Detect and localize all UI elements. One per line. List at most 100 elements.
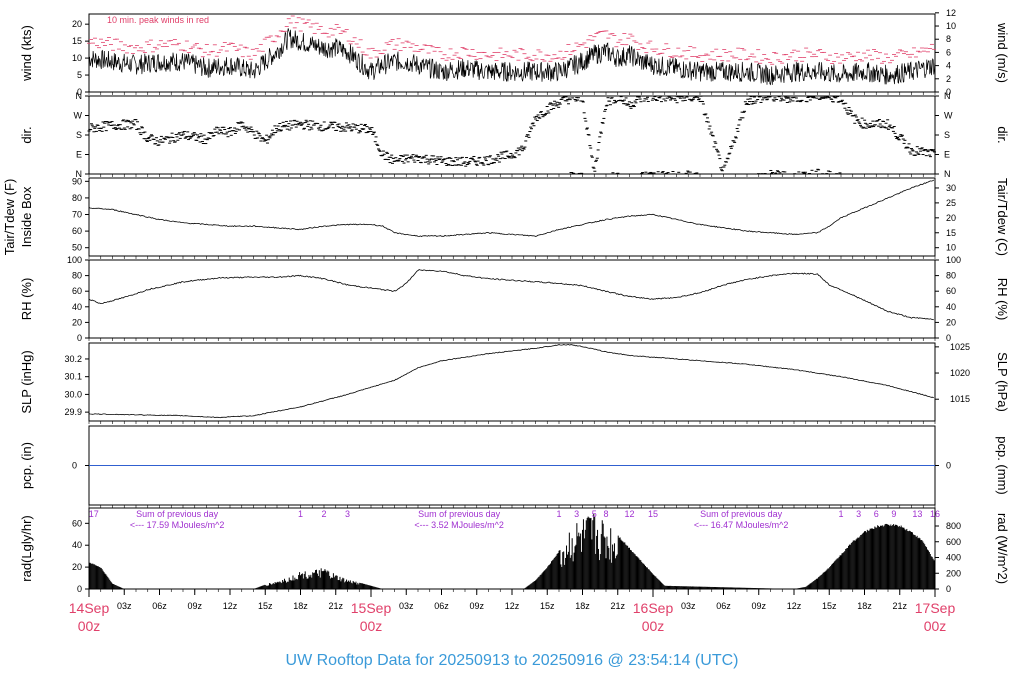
rh-series [88,269,934,321]
ylabel-left2: Tair/Tdew (F) [2,179,17,256]
ytick-left-label: 0 [77,333,82,343]
x-tick-label: 18z [857,601,872,611]
ytick-left-label: 20 [72,562,82,572]
ylabel-right: wind (m/s) [995,22,1010,83]
x-tick-label: 18z [293,601,308,611]
ytick-left-label: 5 [77,70,82,80]
wind-frame [88,13,936,93]
ytick-right-label: 100 [946,255,961,265]
ytick-right-label: 0 [946,461,951,471]
ylabel-left: pcp. (in) [19,442,34,489]
x-tick-label: 06z [152,601,167,611]
rad-hour-label: 15 [648,509,658,519]
ytick-left-label: 10 [72,53,82,63]
ytick-right-label: 20 [946,317,956,327]
ytick-left-label: 60 [72,286,82,296]
temp-frame [88,177,936,257]
ytick-left-label: 20 [72,19,82,29]
day-sum-label: Sum of previous day [418,509,501,519]
ytick-left-label: 60 [72,226,82,236]
x-tick-label: 06z [716,601,731,611]
x-tick-label: 21z [328,601,343,611]
ytick-right-label: 400 [946,553,961,563]
ytick-right-label: 1020 [950,368,970,378]
panel-slp: 29.9 30.0 30.1 30.2 1015 1020 1025 SLP (inHg) SL… [19,342,1010,424]
ytick-right-label: 1025 [950,342,970,352]
ytick-left-label: 30.2 [64,354,82,364]
ylabel-left: dir. [19,126,34,143]
ytick-right-label: S [944,130,950,140]
x-day-date: 17Sep [915,600,956,616]
ytick-left-label: 29.9 [64,407,82,417]
ytick-right-label: 30 [946,183,956,193]
x-tick-label: 18z [575,601,590,611]
x-day-date: 14Sep [69,600,110,616]
ylabel-left: SLP (inHg) [19,350,34,413]
ytick-left-label: E [76,150,82,160]
ylabel-right: pcp. (mm) [995,436,1010,495]
ytick-left-label: N [76,169,83,179]
x-tick-label: 03z [399,601,414,611]
day-sum-value: <--- 3.52 MJoules/m^2 [414,520,504,530]
x-tick-label: 09z [187,601,202,611]
ytick-right-label: 8 [946,34,951,44]
ytick-right-label: 600 [946,537,961,547]
rad-hour-label: 12 [624,509,634,519]
x-day-time: 00z [78,618,101,634]
slp-frame [88,342,936,422]
rad-hour-label: 5 [592,509,597,519]
ytick-left-label: N [76,91,83,101]
x-tick-label: 15z [540,601,555,611]
ytick-left-label: 30.1 [64,372,82,382]
ytick-right-label: N [944,91,951,101]
ytick-right-label: 2 [946,74,951,84]
ytick-left-label: 40 [72,540,82,550]
ytick-left-label: S [76,130,82,140]
ytick-left-label: 40 [72,302,82,312]
ylabel-right: dir. [995,126,1010,143]
x-day-time: 00z [642,618,665,634]
panel-rh: 0 20 40 60 80 100 0 20 40 60 80 100 RH (%) RH (%) [19,255,1010,343]
chart-title: UW Rooftop Data for 20250913 to 20250916… [286,652,739,669]
ytick-left-label: 60 [72,518,82,528]
ylabel-left: Inside Box [19,186,34,247]
rad-hour-label: 1 [298,509,303,519]
x-day-time: 00z [924,618,947,634]
rad-hour-label: 1 [838,509,843,519]
ytick-right-label: 800 [946,521,961,531]
ytick-left-label: 30.0 [64,389,82,399]
wind-series [88,28,936,86]
ytick-right-label: N [944,169,951,179]
rad-hour-label: 3 [856,509,861,519]
panel-wind: 0 5 10 15 20 0 2 4 6 8 10 12 wind (kts) wind (m/s) 10 … [19,8,1010,97]
ytick-right-label: 15 [946,228,956,238]
ytick-left-label: W [74,111,83,121]
x-tick-label: 21z [892,601,907,611]
ytick-right-label: 80 [946,271,956,281]
rad-hour-label: 16 [930,509,940,519]
rh-frame [88,259,936,339]
ylabel-left: RH (%) [19,278,34,321]
ytick-right-label: 40 [946,302,956,312]
slp-series [88,344,934,419]
ytick-right-label: 0 [946,584,951,594]
day-sum-value: <--- 16.47 MJoules/m^2 [694,520,789,530]
x-tick-label: 12z [505,601,520,611]
ytick-right-label: 20 [946,213,956,223]
x-tick-label: 09z [469,601,484,611]
x-day-time: 00z [360,618,383,634]
ytick-left-label: 70 [72,210,82,220]
x-tick-label: 21z [610,601,625,611]
ytick-left-label: 100 [67,255,82,265]
ytick-right-label: 200 [946,568,961,578]
day-sum-label: Sum of previous day [136,509,219,519]
ytick-left-label: 50 [72,243,82,253]
ytick-right-label: 10 [946,243,956,253]
rad-hour-label: 9 [891,509,896,519]
ytick-left-label: 0 [77,87,82,97]
x-day-date: 16Sep [633,600,674,616]
ytick-left-label: 20 [72,317,82,327]
